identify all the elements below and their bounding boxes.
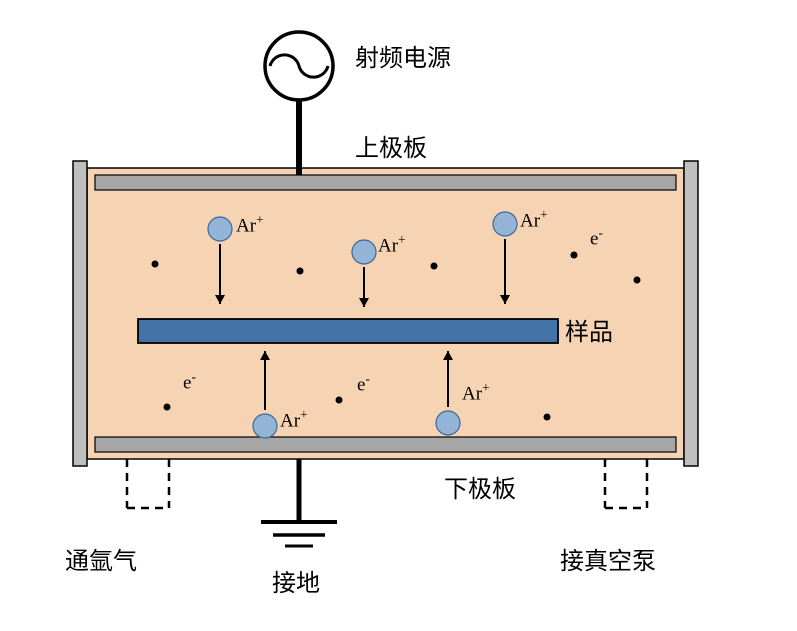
particle-dot-1 bbox=[297, 268, 304, 275]
particle-dot-0 bbox=[152, 261, 159, 268]
ar-ion-2 bbox=[493, 212, 517, 236]
ion-label-1: Ar+ bbox=[378, 232, 406, 257]
sample-label: 样品 bbox=[565, 312, 613, 347]
rf-sine-icon bbox=[270, 55, 328, 77]
lower-plate-label: 下极板 bbox=[444, 469, 516, 504]
ion-label-3: Ar+ bbox=[280, 407, 308, 432]
ion-label-2: Ar+ bbox=[520, 207, 548, 232]
plasma-chamber-diagram bbox=[0, 0, 797, 626]
ion-label-0: Ar+ bbox=[236, 212, 264, 237]
upper-plate-label: 上极板 bbox=[355, 128, 427, 163]
particle-dot-5 bbox=[164, 404, 171, 411]
rf-power-label: 射频电源 bbox=[355, 38, 451, 73]
particle-dot-4 bbox=[634, 277, 641, 284]
ar-ion-1 bbox=[352, 240, 376, 264]
wall-right bbox=[684, 161, 698, 466]
ar-ion-3 bbox=[253, 414, 277, 438]
upper-electrode bbox=[95, 175, 676, 190]
ar-ion-4 bbox=[436, 411, 460, 435]
particle-dot-2 bbox=[431, 263, 438, 270]
ground-label: 接地 bbox=[272, 563, 320, 598]
vacuum-label: 接真空泵 bbox=[560, 541, 656, 576]
electron-label-1: e- bbox=[183, 369, 196, 394]
lower-electrode bbox=[95, 437, 676, 452]
sample-bar bbox=[138, 319, 558, 343]
electron-label-2: e- bbox=[357, 371, 370, 396]
gas-inlet-label: 通氩气 bbox=[65, 541, 137, 576]
ar-ion-0 bbox=[208, 217, 232, 241]
particle-dot-3 bbox=[571, 252, 578, 259]
ion-label-4: Ar+ bbox=[462, 380, 490, 405]
wall-left bbox=[73, 161, 87, 466]
electron-label-0: e- bbox=[590, 225, 603, 250]
particle-dot-7 bbox=[544, 414, 551, 421]
particle-dot-6 bbox=[336, 397, 343, 404]
